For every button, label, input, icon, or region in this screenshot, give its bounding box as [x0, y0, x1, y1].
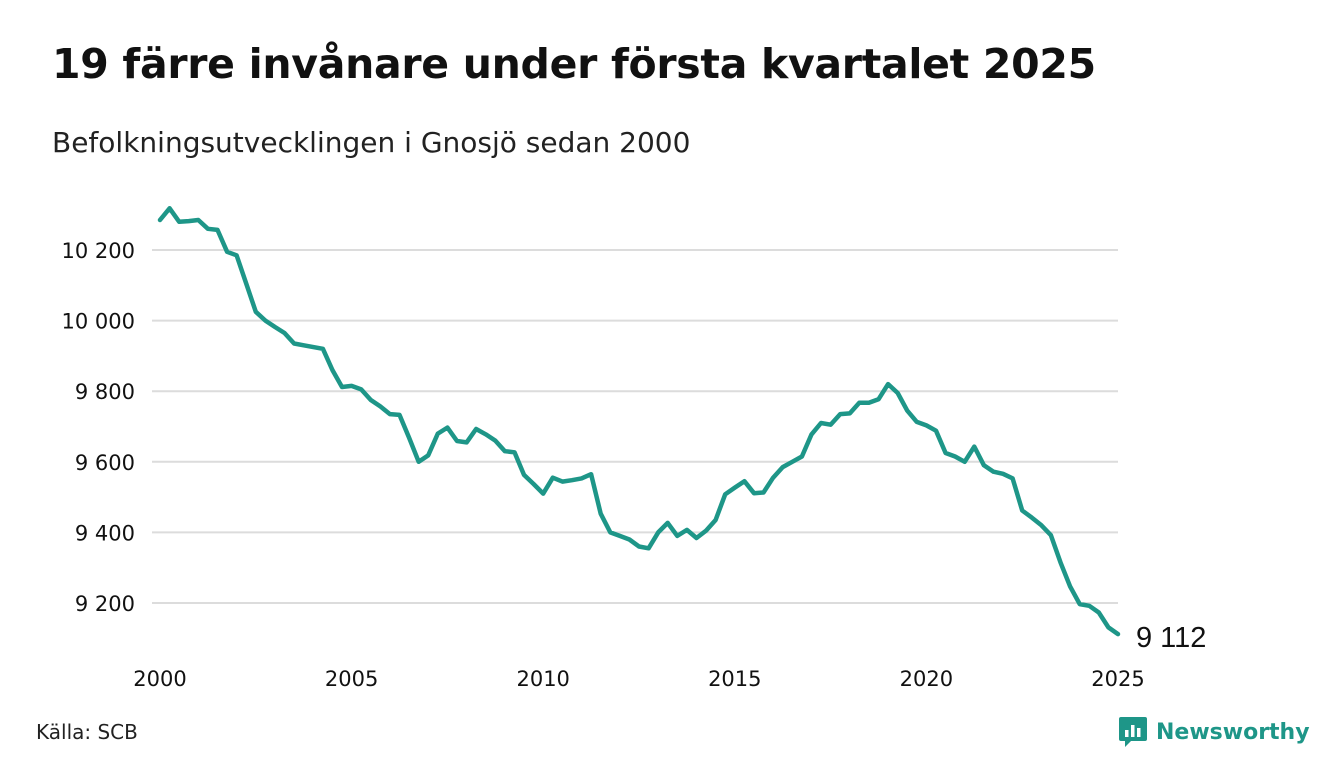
- source-note: Källa: SCB: [36, 720, 138, 744]
- y-tick-label: 9 800: [75, 380, 135, 404]
- brand-name: Newsworthy: [1156, 719, 1310, 745]
- y-tick-label: 10 200: [62, 239, 135, 263]
- population-line: [157, 206, 1121, 637]
- y-tick-label: 9 200: [75, 592, 135, 616]
- x-tick-label: 2010: [516, 667, 569, 691]
- chart-title: 19 färre invånare under första kvartalet…: [52, 40, 1096, 88]
- x-tick-label: 2025: [1091, 667, 1144, 691]
- x-axis-tick-labels: 2000 2005 2010 2015 2020 2025: [133, 667, 1144, 691]
- y-tick-label: 9 600: [75, 451, 135, 475]
- x-tick-label: 2015: [708, 667, 761, 691]
- y-tick-label: 9 400: [75, 521, 135, 545]
- y-tick-label: 10 000: [62, 310, 135, 334]
- gridlines: [152, 249, 1118, 604]
- chart-subtitle: Befolkningsutvecklingen i Gnosjö sedan 2…: [52, 126, 691, 159]
- brand-logo[interactable]: Newsworthy: [1118, 714, 1310, 750]
- x-tick-label: 2000: [133, 667, 186, 691]
- newsworthy-logo-icon: [1119, 717, 1147, 747]
- x-tick-label: 2020: [900, 667, 953, 691]
- last-value-label: 9 112: [1136, 622, 1206, 654]
- x-tick-label: 2005: [325, 667, 378, 691]
- y-axis-tick-labels: 9 200 9 400 9 600 9 800 10 000 10 200: [62, 239, 135, 616]
